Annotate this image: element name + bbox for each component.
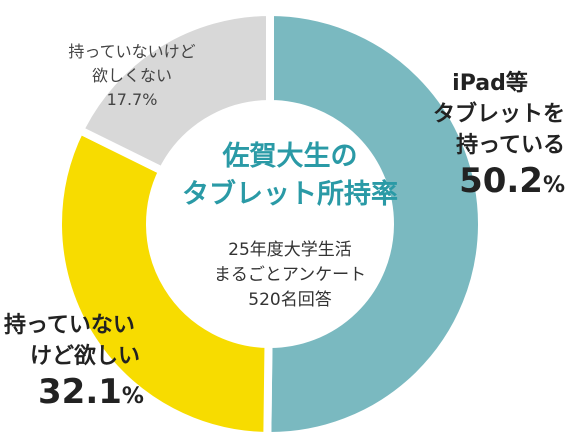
ipad-value-unit: % <box>542 173 565 198</box>
ipad-value: 50.2% <box>415 161 565 206</box>
slice-ipad <box>263 7 487 440</box>
chart-title-line-2: タブレット所持率 <box>182 179 398 210</box>
want-label-line-2: けど欲しい <box>30 344 141 369</box>
not-want-label-line-2: 欲しくない <box>91 66 172 85</box>
want-label-line-1: 持っていない <box>4 313 135 338</box>
chart-title: 佐賀大生の タブレット所持率 <box>150 138 430 214</box>
want-value-unit: % <box>121 384 144 409</box>
want-value-number: 32.1 <box>38 372 122 412</box>
not-want-label-line-1: 持っていないけど <box>68 42 196 61</box>
ipad-value-number: 50.2 <box>459 161 543 201</box>
chart-subtitle: 25年度大学生活 まるごとアンケート 520名回答 <box>150 238 430 313</box>
subtitle-line-3: 520名回答 <box>248 290 332 310</box>
slice-not-want <box>74 7 274 177</box>
slice-want <box>54 124 273 441</box>
ipad-label-line-2: タブレットを <box>432 102 565 127</box>
slice-label-want: 持っていない けど欲しい 32.1% <box>4 310 194 417</box>
subtitle-line-1: 25年度大学生活 <box>228 240 352 260</box>
subtitle-line-2: まるごとアンケート <box>213 265 367 285</box>
want-value: 32.1% <box>4 372 194 417</box>
ipad-label-line-1: iPad等 <box>452 71 528 96</box>
ipad-label-line-3: 持っている <box>456 133 565 158</box>
slice-label-ipad: iPad等 タブレットを 持っている 50.2% <box>415 68 565 206</box>
not-want-value: 17.7% <box>106 90 158 109</box>
chart-title-line-1: 佐賀大生の <box>222 141 358 172</box>
slice-label-not-want: 持っていないけど 欲しくない 17.7% <box>42 40 222 112</box>
